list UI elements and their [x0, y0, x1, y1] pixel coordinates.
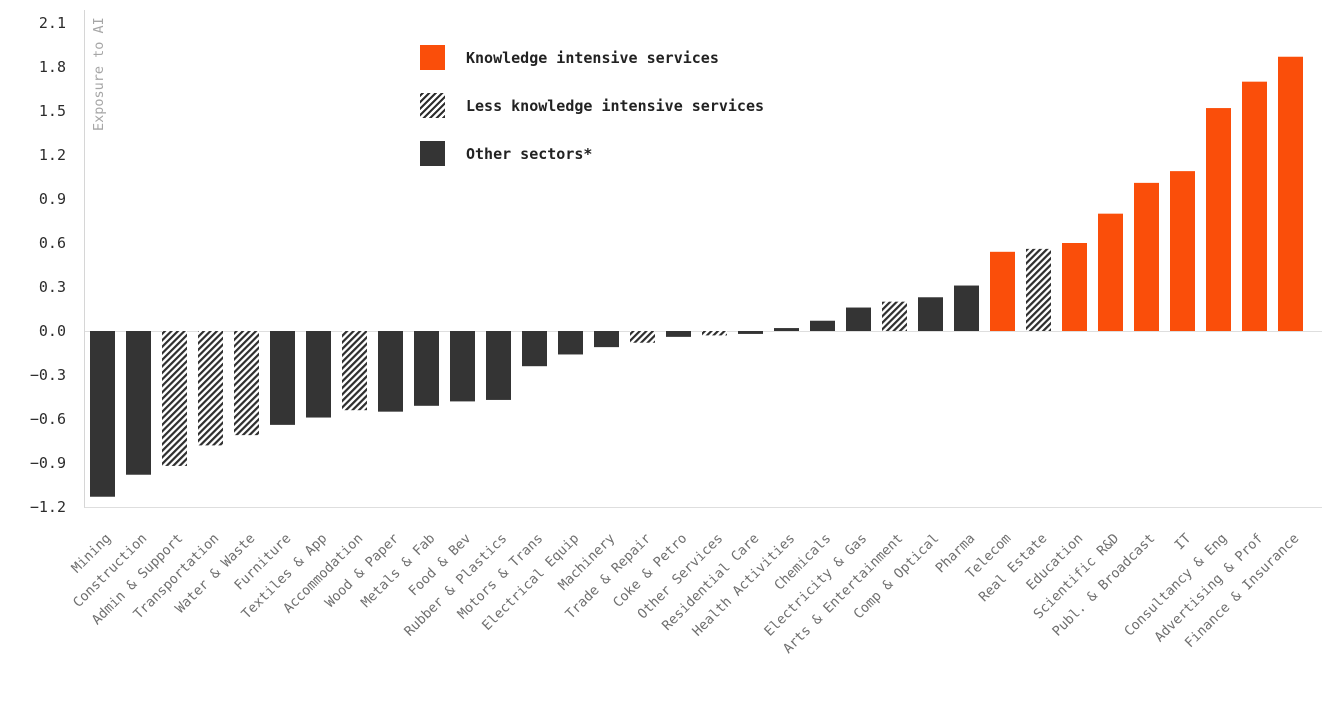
bar-health-activities [774, 328, 799, 331]
bar-coke-petro [666, 331, 691, 337]
bar-pharma [954, 285, 979, 331]
bar-electricity-gas [846, 307, 871, 331]
x-tick-label-it: IT [1172, 531, 1195, 554]
y-tick-label-2.1: 2.1 [39, 14, 66, 32]
legend-label-other-sectors: Other sectors* [466, 144, 593, 163]
y-tick-label-−0.3: −0.3 [30, 366, 66, 384]
legend-item-less-knowledge-intensive: Less knowledge intensive services [420, 93, 764, 118]
bar-machinery [594, 331, 619, 348]
bar-mining [90, 331, 115, 497]
y-tick-label-0.3: 0.3 [39, 278, 66, 296]
y-axis-title: Exposure to AI [91, 17, 107, 131]
bar-telecom [990, 251, 1015, 331]
bar-wood-paper [378, 331, 403, 412]
bar-real-estate [1026, 248, 1051, 331]
dark-swatch-icon [420, 141, 445, 166]
bar-food-bev [450, 331, 475, 402]
y-tick-label-0.0: 0.0 [39, 322, 66, 340]
bar-textiles-app [306, 331, 331, 418]
bar-accommodation [342, 331, 367, 411]
bar-residential-care [738, 331, 763, 334]
bar-construction [126, 331, 151, 475]
bar-arts-entertainment [882, 301, 907, 331]
bar-it [1170, 171, 1195, 331]
bar-metals-fab [414, 331, 439, 406]
bar-rubber-plastics [486, 331, 511, 400]
bar-chemicals [810, 320, 835, 331]
bar-water-waste [234, 331, 259, 436]
y-tick-label-0.6: 0.6 [39, 234, 66, 252]
bar-other-services [702, 331, 727, 336]
y-tick-label-−0.6: −0.6 [30, 410, 66, 428]
legend-label-less-knowledge-intensive: Less knowledge intensive services [466, 96, 765, 115]
orange-swatch-icon [420, 45, 445, 70]
bar-consultancy-eng [1206, 108, 1231, 331]
y-tick-label-−1.2: −1.2 [30, 498, 66, 516]
bar-admin-support [162, 331, 187, 466]
legend-item-other-sectors: Other sectors* [420, 141, 764, 166]
bar-advertising-prof [1242, 81, 1267, 331]
bar-trade-repair [630, 331, 655, 343]
legend-label-knowledge-intensive: Knowledge intensive services [466, 48, 719, 67]
bar-electrical-equip [558, 331, 583, 355]
bar-comp-optical [918, 297, 943, 331]
hatch-swatch-icon [420, 93, 445, 118]
bar-transportation [198, 331, 223, 446]
legend: Knowledge intensive services Less knowle… [420, 45, 764, 166]
bar-finance-insurance [1278, 56, 1303, 331]
bar-scientific-r-d [1098, 213, 1123, 331]
bar-education [1062, 242, 1087, 331]
legend-item-knowledge-intensive: Knowledge intensive services [420, 45, 764, 70]
bar-publ-broadcast [1134, 182, 1159, 331]
y-tick-label-1.5: 1.5 [39, 102, 66, 120]
bar-furniture [270, 331, 295, 425]
y-tick-label-−0.9: −0.9 [30, 454, 66, 472]
bar-motors-trans [522, 331, 547, 367]
y-tick-label-0.9: 0.9 [39, 190, 66, 208]
y-tick-label-1.2: 1.2 [39, 146, 66, 164]
y-tick-label-1.8: 1.8 [39, 58, 66, 76]
